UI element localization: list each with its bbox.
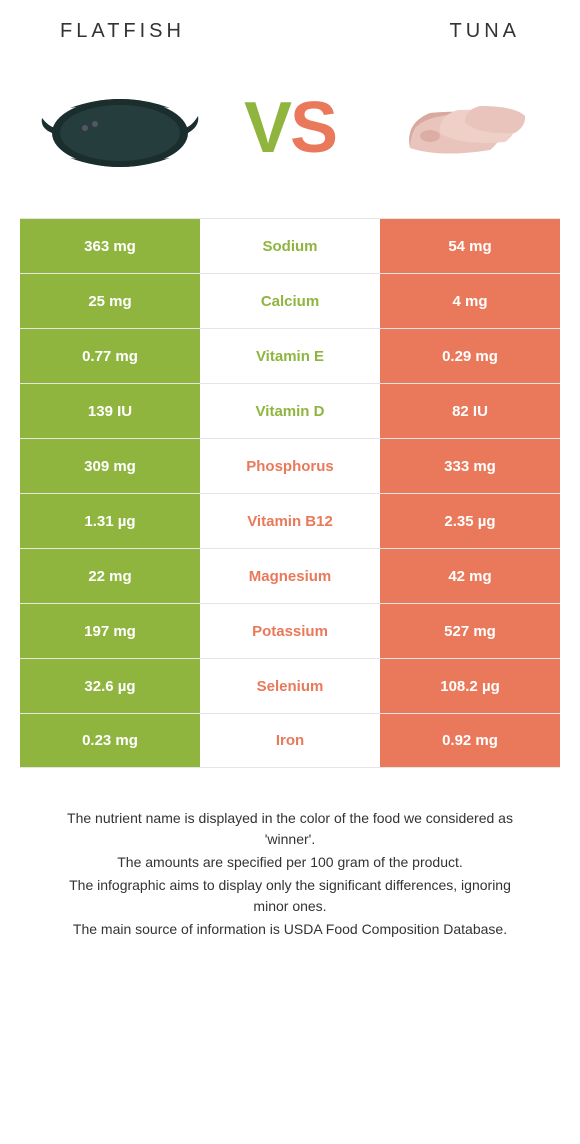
table-row: 309 mgPhosphorus333 mg [20, 438, 560, 493]
nutrient-label: Calcium [200, 274, 380, 328]
header-row: FLATFISH TUNA [20, 20, 560, 43]
table-row: 0.23 mgIron0.92 mg [20, 713, 560, 768]
right-value: 527 mg [380, 604, 560, 658]
table-row: 0.77 mgVitamin E0.29 mg [20, 328, 560, 383]
nutrient-label: Phosphorus [200, 439, 380, 493]
right-value: 108.2 µg [380, 659, 560, 713]
nutrient-label: Magnesium [200, 549, 380, 603]
left-value: 22 mg [20, 549, 200, 603]
nutrient-label: Selenium [200, 659, 380, 713]
table-row: 1.31 µgVitamin B122.35 µg [20, 493, 560, 548]
footer-line-1: The nutrient name is displayed in the co… [50, 808, 530, 850]
vs-label: VS [244, 87, 336, 169]
nutrient-label: Sodium [200, 219, 380, 273]
table-row: 22 mgMagnesium42 mg [20, 548, 560, 603]
flatfish-image [40, 68, 200, 188]
footer-notes: The nutrient name is displayed in the co… [20, 768, 560, 952]
nutrient-label: Iron [200, 714, 380, 767]
tuna-image [380, 68, 540, 188]
left-value: 32.6 µg [20, 659, 200, 713]
left-value: 0.23 mg [20, 714, 200, 767]
right-value: 42 mg [380, 549, 560, 603]
nutrient-label: Vitamin D [200, 384, 380, 438]
nutrient-label: Potassium [200, 604, 380, 658]
left-value: 363 mg [20, 219, 200, 273]
nutrient-label: Vitamin E [200, 329, 380, 383]
vs-s: S [290, 88, 336, 168]
right-value: 0.92 mg [380, 714, 560, 767]
right-value: 0.29 mg [380, 329, 560, 383]
nutrient-label: Vitamin B12 [200, 494, 380, 548]
header-right-title: TUNA [450, 20, 520, 43]
left-value: 1.31 µg [20, 494, 200, 548]
nutrient-table: 363 mgSodium54 mg25 mgCalcium4 mg0.77 mg… [20, 218, 560, 768]
left-value: 0.77 mg [20, 329, 200, 383]
table-row: 32.6 µgSelenium108.2 µg [20, 658, 560, 713]
table-row: 25 mgCalcium4 mg [20, 273, 560, 328]
right-value: 333 mg [380, 439, 560, 493]
hero-row: VS [20, 68, 560, 188]
right-value: 2.35 µg [380, 494, 560, 548]
header-left-title: FLATFISH [60, 20, 185, 43]
footer-line-3: The infographic aims to display only the… [50, 875, 530, 917]
vs-v: V [244, 88, 290, 168]
right-value: 54 mg [380, 219, 560, 273]
left-value: 139 IU [20, 384, 200, 438]
table-row: 363 mgSodium54 mg [20, 218, 560, 273]
left-value: 25 mg [20, 274, 200, 328]
infographic-container: FLATFISH TUNA VS [0, 0, 580, 962]
table-row: 139 IUVitamin D82 IU [20, 383, 560, 438]
footer-line-2: The amounts are specified per 100 gram o… [50, 852, 530, 873]
footer-line-4: The main source of information is USDA F… [50, 919, 530, 940]
right-value: 4 mg [380, 274, 560, 328]
table-row: 197 mgPotassium527 mg [20, 603, 560, 658]
left-value: 309 mg [20, 439, 200, 493]
right-value: 82 IU [380, 384, 560, 438]
left-value: 197 mg [20, 604, 200, 658]
